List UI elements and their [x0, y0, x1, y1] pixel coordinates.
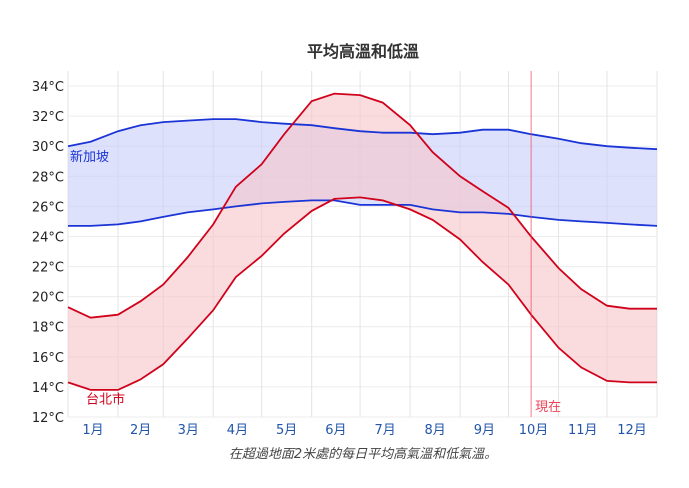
series-label: 新加坡 — [70, 149, 109, 165]
y-tick-label: 14°C — [32, 381, 64, 396]
x-tick-label: 2月 — [130, 423, 151, 438]
y-tick-label: 16°C — [32, 351, 64, 366]
y-tick-label: 18°C — [32, 321, 64, 336]
chart-caption: 在超過地面2米處的每日平均高氣溫和低氣溫。 — [229, 447, 497, 462]
x-tick-label: 10月 — [519, 423, 549, 438]
y-tick-label: 22°C — [32, 261, 64, 276]
temperature-bands — [68, 93, 657, 390]
x-tick-label: 1月 — [82, 423, 103, 438]
now-label: 現在 — [535, 400, 561, 415]
x-tick-label: 3月 — [178, 423, 199, 438]
x-tick-label: 7月 — [374, 423, 395, 438]
high-temperature-line — [67, 92, 657, 319]
now-marker: 現在 — [530, 71, 561, 417]
x-tick-label: 9月 — [474, 423, 495, 438]
series-label: 台北市 — [86, 391, 125, 407]
y-tick-label: 20°C — [32, 291, 64, 306]
x-tick-label: 11月 — [568, 423, 598, 438]
x-tick-label: 5月 — [276, 423, 297, 438]
y-tick-label: 30°C — [32, 140, 64, 155]
x-tick-label: 8月 — [424, 423, 445, 438]
y-axis: 12°C 14°C 16°C 18°C 20°C 22°C 24°C 26°C 28°C 30°C… — [32, 80, 64, 426]
y-tick-label: 32°C — [32, 110, 64, 125]
low-temperature-line — [67, 196, 657, 391]
x-axis: 1月 2月 3月 4月 5月 6月 7月 8月 9月 10月 11月 12月 — [82, 423, 646, 438]
y-tick-label: 34°C — [32, 80, 64, 95]
high-temperature-line — [67, 118, 658, 151]
y-tick-label: 24°C — [32, 230, 64, 245]
y-tick-label: 28°C — [32, 170, 64, 185]
low-temperature-line — [68, 199, 658, 227]
temperature-lines — [67, 92, 658, 391]
y-tick-label: 12°C — [32, 411, 64, 426]
x-tick-label: 4月 — [227, 423, 248, 438]
x-tick-label: 6月 — [325, 423, 346, 438]
x-tick-label: 12月 — [617, 423, 647, 438]
chart-title: 平均高溫和低溫 — [307, 42, 419, 61]
temperature-band — [68, 93, 657, 390]
y-tick-label: 26°C — [32, 200, 64, 215]
